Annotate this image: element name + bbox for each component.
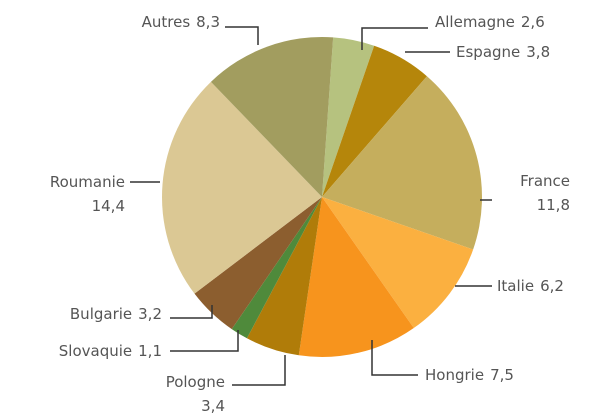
pie-slice bbox=[322, 37, 375, 197]
category-name: Italie bbox=[497, 277, 534, 295]
leader-line bbox=[225, 26, 259, 45]
pie-slice bbox=[322, 76, 483, 250]
category-name: Allemagne bbox=[435, 13, 515, 31]
category-name: Hongrie bbox=[425, 366, 484, 384]
pie-slice bbox=[161, 81, 322, 294]
value-label: 1,1 bbox=[138, 342, 162, 360]
category-name: Roumanie bbox=[50, 173, 125, 191]
leader-line bbox=[371, 340, 418, 376]
slice-label: Pologne 3,4 bbox=[166, 373, 225, 415]
slice-label: Italie 6,2 bbox=[497, 277, 564, 295]
category-name: Autres bbox=[142, 13, 191, 31]
value-label: 3,4 bbox=[201, 397, 225, 415]
pie-slice bbox=[298, 197, 414, 357]
pie-slice bbox=[246, 197, 322, 356]
pie-slice bbox=[322, 45, 427, 198]
leader-line bbox=[361, 27, 428, 50]
value-label: 3,8 bbox=[526, 43, 550, 61]
value-label: 8,3 bbox=[196, 13, 220, 31]
category-name: France bbox=[520, 172, 570, 190]
pie-slice bbox=[231, 197, 322, 339]
slice-label: Allemagne 2,6 bbox=[435, 13, 545, 31]
pie-slice bbox=[322, 197, 474, 329]
category-name: Slovaquie bbox=[59, 342, 132, 360]
value-label: 14,4 bbox=[92, 197, 125, 215]
value-label: 7,5 bbox=[490, 366, 514, 384]
value-label: 11,8 bbox=[537, 196, 570, 214]
leader-line bbox=[170, 330, 239, 352]
value-label: 3,2 bbox=[138, 305, 162, 323]
slice-label: France 11,8 bbox=[520, 172, 570, 214]
slice-label: Slovaquie 1,1 bbox=[59, 342, 162, 360]
category-name: Pologne bbox=[166, 373, 225, 391]
pie-slice bbox=[194, 197, 322, 330]
value-label: 2,6 bbox=[521, 13, 545, 31]
slice-label: Autres 8,3 bbox=[142, 13, 220, 31]
slice-label: Roumanie 14,4 bbox=[50, 173, 125, 215]
value-label: 6,2 bbox=[540, 277, 564, 295]
category-name: Espagne bbox=[456, 43, 520, 61]
pie-slice bbox=[210, 37, 334, 197]
leader-line bbox=[170, 305, 213, 319]
category-name: Bulgarie bbox=[70, 305, 132, 323]
leader-line bbox=[232, 355, 286, 386]
slice-label: Espagne 3,8 bbox=[456, 43, 550, 61]
slice-label: Hongrie 7,5 bbox=[425, 366, 514, 384]
slice-label: Bulgarie 3,2 bbox=[70, 305, 162, 323]
